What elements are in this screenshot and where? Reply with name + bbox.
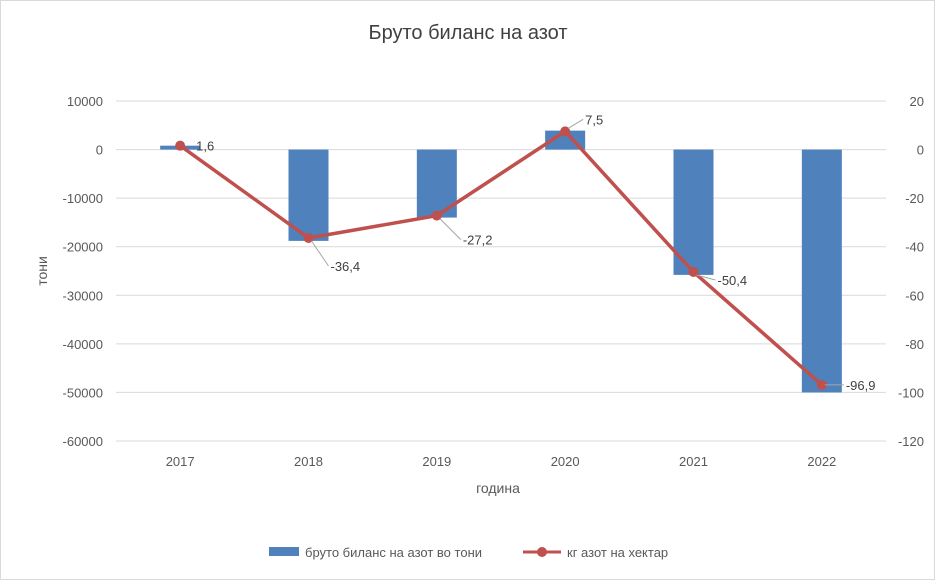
data-label: -50,4 [718,273,748,288]
line-point [560,126,571,137]
data-labels: 1,6 -36,4 -27,2 7,5 -50,4 -96,9 [196,112,875,393]
y-tick-label: -60000 [63,434,103,449]
line-point [688,266,699,277]
y-tick-label: -10000 [63,191,103,206]
data-label: -27,2 [463,233,493,248]
x-tick-label: 2022 [807,454,836,469]
y2-axis-ticks: 20 0 -20 -40 -60 -80 -100 -120 [898,94,924,449]
y-tick-label: -40000 [63,337,103,352]
line-point [431,210,442,221]
y2-tick-label: 20 [910,94,924,109]
label-leader [567,118,584,129]
y2-tick-label: -120 [898,434,924,449]
label-leader [311,240,329,267]
legend-label-line: кг азот на хектар [567,545,668,560]
y2-tick-label: 0 [917,143,924,158]
y-tick-label: -30000 [63,288,103,303]
data-label: 7,5 [585,112,603,127]
y-tick-label: 0 [96,143,103,158]
y2-tick-label: -60 [905,288,924,303]
bar-series [160,130,842,393]
line-point [303,232,314,243]
bar [673,149,714,275]
x-axis-ticks: 2017 2018 2019 2020 2021 2022 [166,454,837,469]
y-axis-title: тони [34,256,50,286]
x-tick-label: 2019 [422,454,451,469]
y2-tick-label: -20 [905,191,924,206]
label-leader [696,274,716,281]
data-label: -36,4 [331,259,361,274]
x-tick-label: 2021 [679,454,708,469]
x-tick-label: 2018 [294,454,323,469]
bar [801,149,842,393]
line-point [175,140,186,151]
bar [288,149,329,241]
gridlines [116,100,886,442]
y-axis-ticks: 10000 0 -10000 -20000 -30000 -40000 -50000 -600… [63,94,103,449]
y2-tick-label: -80 [905,337,924,352]
chart-title: Бруто биланс на азот [368,22,567,44]
y2-tick-label: -40 [905,240,924,255]
legend-swatch-bars [269,547,299,556]
label-leader [439,218,462,240]
x-tick-label: 2017 [166,454,195,469]
data-label: -96,9 [846,378,876,393]
y-tick-label: 10000 [67,94,103,109]
series-line [179,129,823,387]
y2-tick-label: -100 [898,385,924,400]
y-tick-label: -50000 [63,385,103,400]
legend-marker-line [537,547,547,557]
legend-label-bars: бруто биланс на азот во тони [305,545,482,560]
y-tick-label: -20000 [63,240,103,255]
data-label: 1,6 [196,139,214,154]
legend: бруто биланс на азот во тони кг азот на х… [269,545,668,560]
x-tick-label: 2020 [551,454,580,469]
line-point [816,379,827,390]
line-series [175,126,827,390]
x-axis-title: година [476,480,520,496]
